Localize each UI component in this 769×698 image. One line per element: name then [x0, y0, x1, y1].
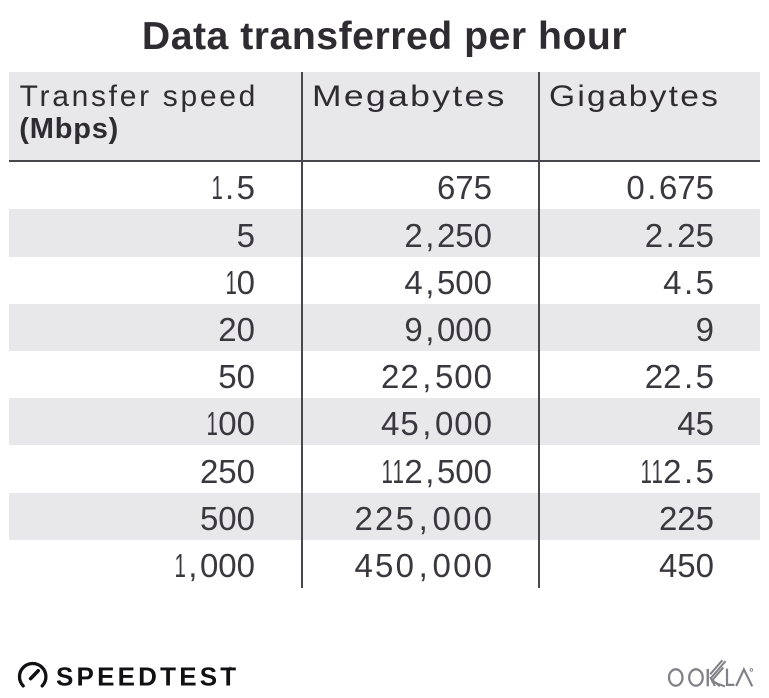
svg-text:SPEEDTEST: SPEEDTEST [56, 662, 239, 692]
svg-text:®: ® [229, 665, 233, 672]
